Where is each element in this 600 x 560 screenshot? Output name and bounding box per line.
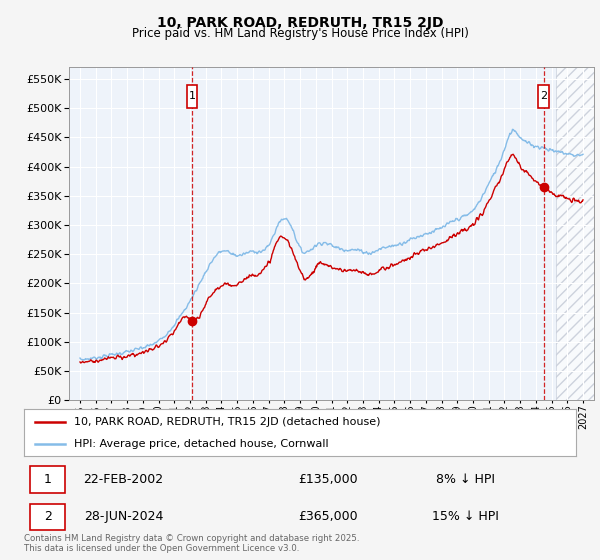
Text: 10, PARK ROAD, REDRUTH, TR15 2JD (detached house): 10, PARK ROAD, REDRUTH, TR15 2JD (detach… — [74, 417, 380, 427]
Text: 2: 2 — [44, 510, 52, 524]
FancyBboxPatch shape — [29, 503, 65, 530]
Text: 10, PARK ROAD, REDRUTH, TR15 2JD: 10, PARK ROAD, REDRUTH, TR15 2JD — [157, 16, 443, 30]
Text: 1: 1 — [189, 91, 196, 101]
Text: £135,000: £135,000 — [298, 473, 358, 486]
Text: 28-JUN-2024: 28-JUN-2024 — [83, 510, 163, 524]
FancyBboxPatch shape — [29, 466, 65, 493]
Text: HPI: Average price, detached house, Cornwall: HPI: Average price, detached house, Corn… — [74, 439, 328, 449]
Text: £365,000: £365,000 — [298, 510, 358, 524]
Text: 15% ↓ HPI: 15% ↓ HPI — [432, 510, 499, 524]
Text: 22-FEB-2002: 22-FEB-2002 — [83, 473, 163, 486]
Text: 2: 2 — [540, 91, 547, 101]
Text: 1: 1 — [44, 473, 52, 486]
FancyBboxPatch shape — [538, 85, 548, 108]
Text: Contains HM Land Registry data © Crown copyright and database right 2025.
This d: Contains HM Land Registry data © Crown c… — [24, 534, 359, 553]
Text: 8% ↓ HPI: 8% ↓ HPI — [436, 473, 495, 486]
Text: Price paid vs. HM Land Registry's House Price Index (HPI): Price paid vs. HM Land Registry's House … — [131, 27, 469, 40]
FancyBboxPatch shape — [187, 85, 197, 108]
